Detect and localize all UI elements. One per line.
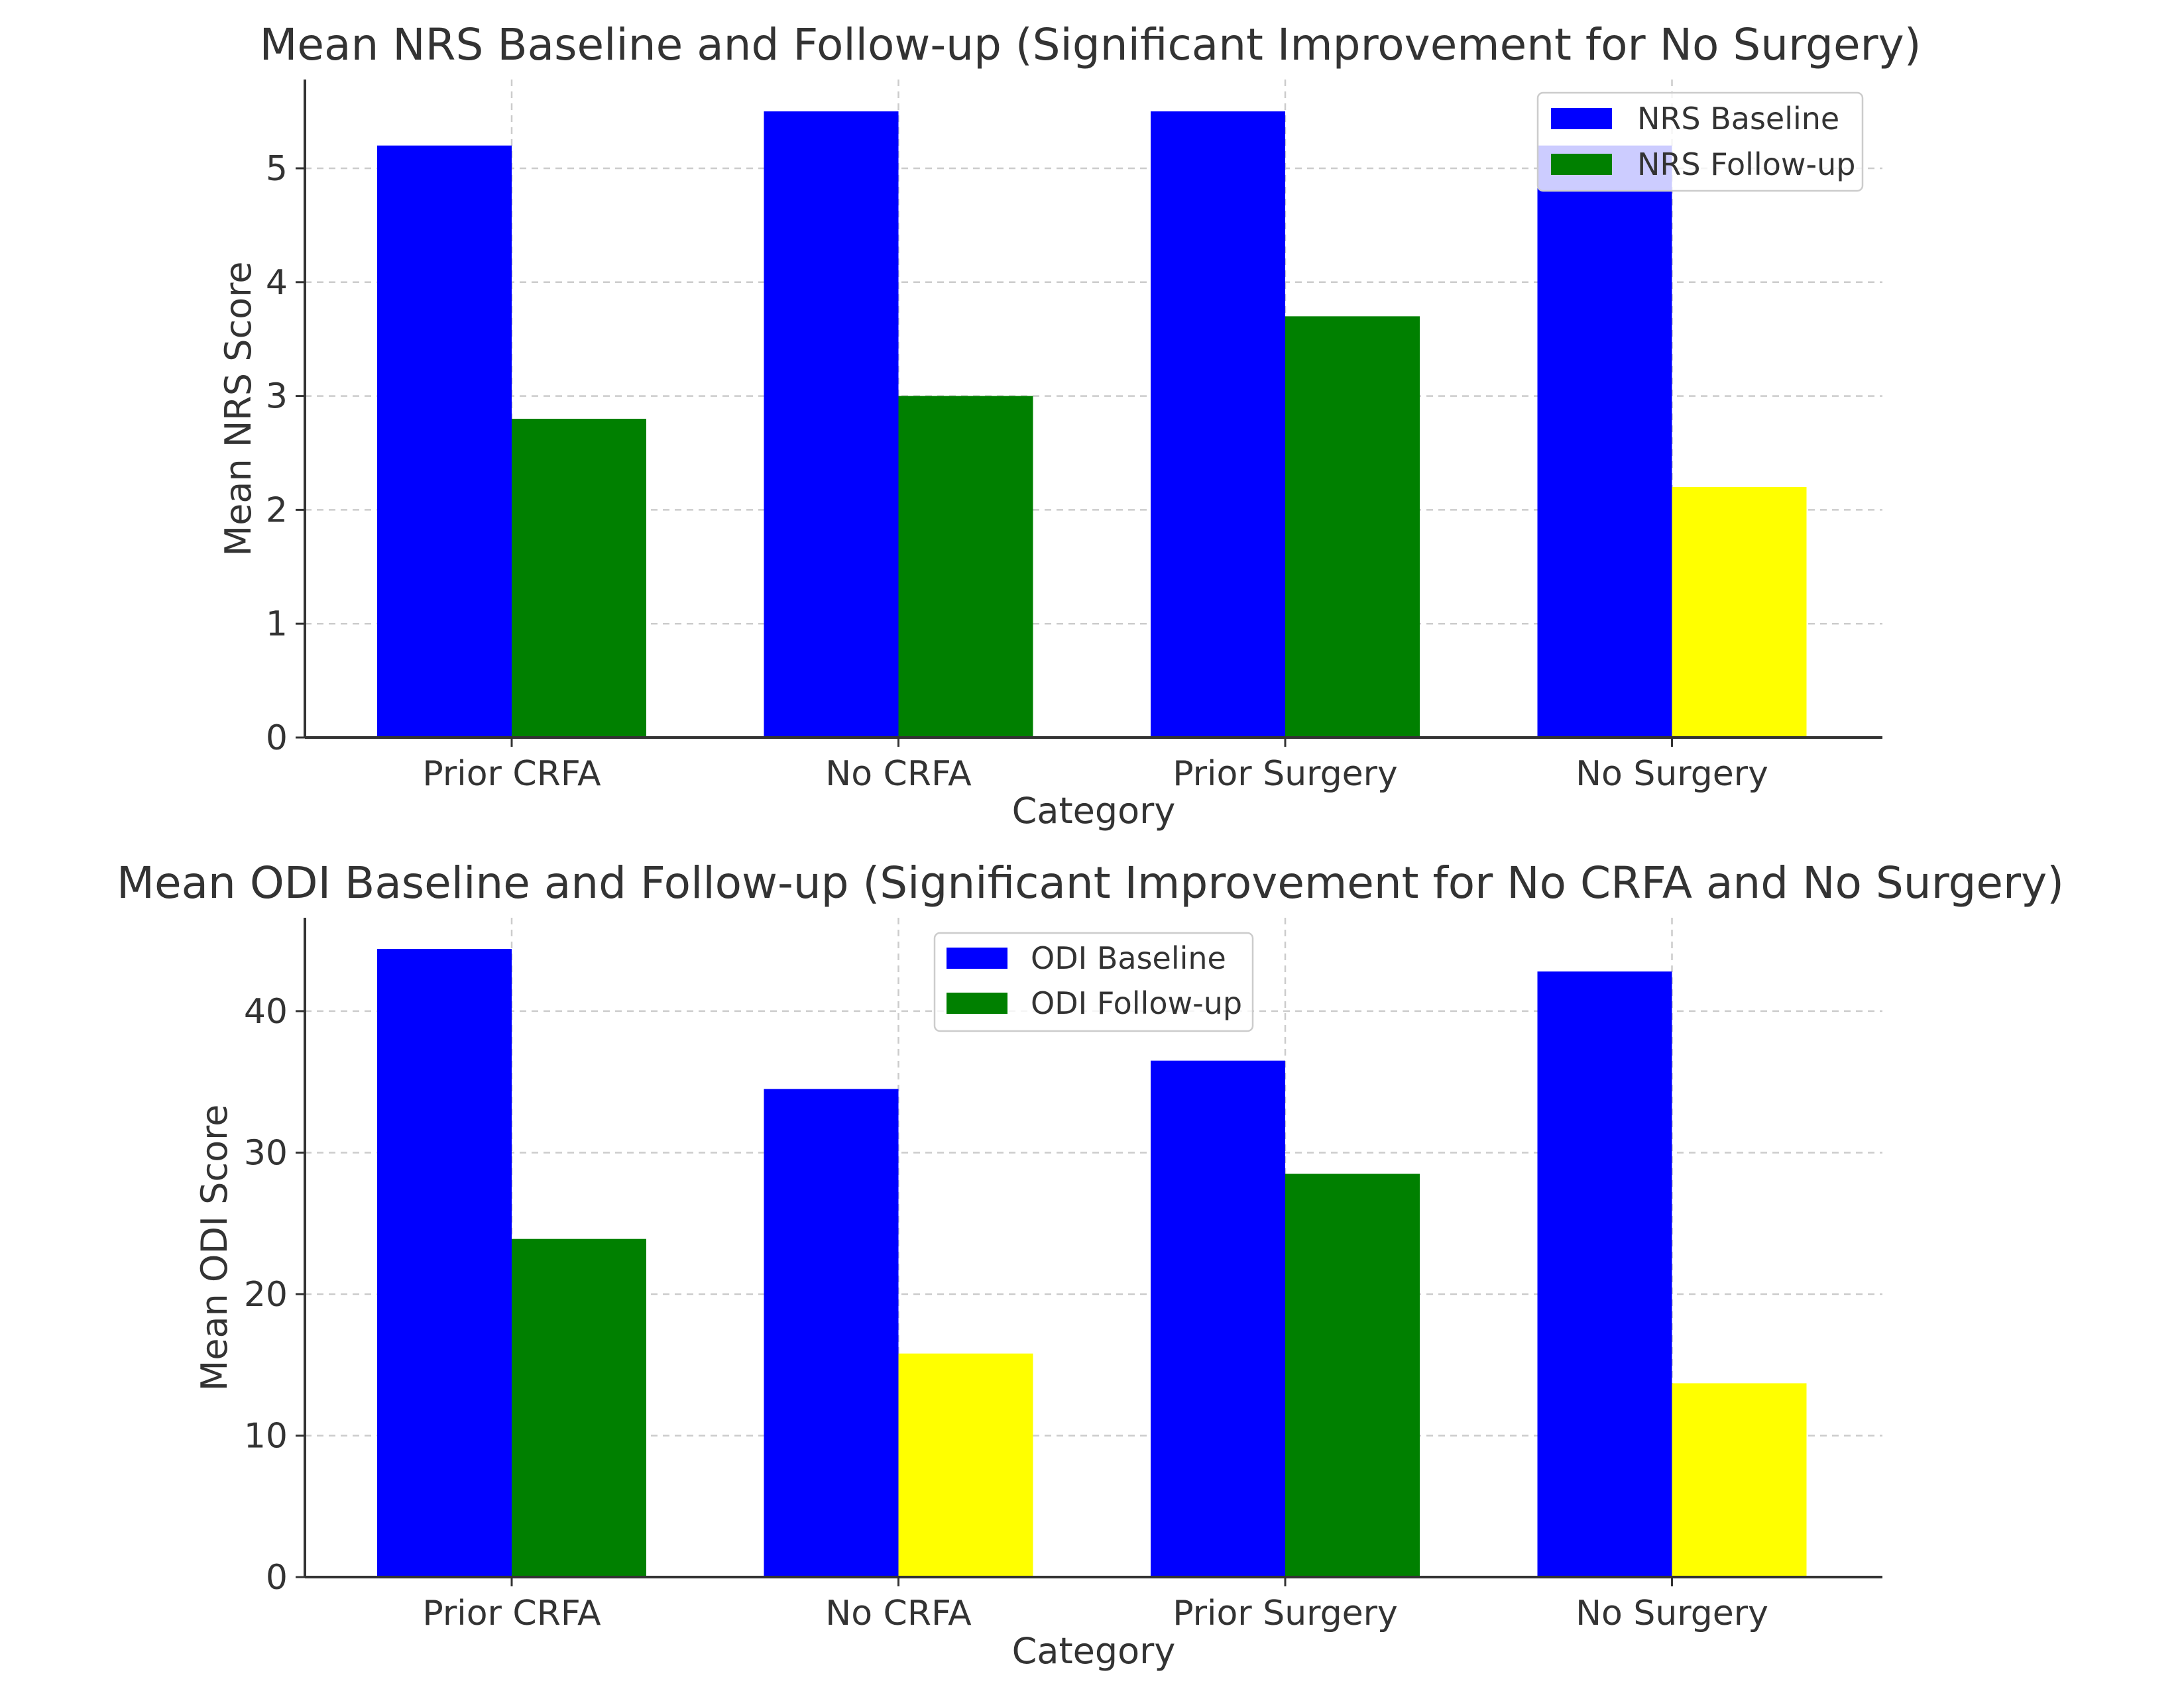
nrs-x-ticks: Prior CRFA No CRFA Prior Surgery No Surgery xyxy=(422,738,1768,794)
odi-chart-title: Mean ODI Baseline and Follow-up (Signifi… xyxy=(117,857,2064,908)
odi-y-ticks: 0 10 20 30 40 xyxy=(244,992,305,1598)
nrs-y-tick-label: 5 xyxy=(266,149,288,189)
nrs-bars xyxy=(377,111,1807,738)
odi-legend-frame xyxy=(933,932,1254,1032)
nrs-bar-nrs-baseline-prior-crfa xyxy=(377,145,512,738)
nrs-legend: NRS Baseline NRS Follow-up xyxy=(1536,91,1864,192)
nrs-x-tick-label-no-surgery: No Surgery xyxy=(1576,754,1768,794)
odi-bar-odi-baseline-prior-surgery xyxy=(1151,1060,1285,1577)
odi-bar-odi-baseline-no-crfa xyxy=(764,1089,899,1577)
nrs-legend-frame xyxy=(1536,91,1864,192)
odi-bar-odi-baseline-no-surgery xyxy=(1537,971,1672,1577)
nrs-bar-nrs-follow-up-prior-surgery xyxy=(1285,316,1420,738)
nrs-y-tick-label: 2 xyxy=(266,490,288,530)
odi-y-tick-label: 10 xyxy=(244,1416,288,1456)
nrs-x-tick-label-prior-crfa: Prior CRFA xyxy=(422,754,601,794)
nrs-y-tick-label: 0 xyxy=(266,718,288,758)
nrs-legend-label-baseline: NRS Baseline xyxy=(1637,101,1839,137)
nrs-chart: Mean NRS Baseline and Follow-up (Signifi… xyxy=(217,19,1922,832)
odi-x-tick-label-prior-crfa: Prior CRFA xyxy=(422,1594,601,1633)
odi-bar-odi-follow-up-no-surgery xyxy=(1672,1383,1807,1577)
nrs-y-tick-label: 4 xyxy=(266,263,288,303)
odi-legend-swatch-baseline xyxy=(947,948,1007,969)
odi-bar-odi-baseline-prior-crfa xyxy=(377,948,512,1577)
nrs-y-ticks: 0 1 2 3 4 5 xyxy=(266,149,305,758)
nrs-x-tick-label-prior-surgery: Prior Surgery xyxy=(1173,754,1398,794)
nrs-bar-nrs-baseline-prior-surgery xyxy=(1151,111,1285,738)
nrs-bar-nrs-baseline-no-surgery xyxy=(1537,145,1672,738)
odi-y-axis-label: Mean ODI Score xyxy=(194,1105,235,1392)
nrs-x-tick-label-no-crfa: No CRFA xyxy=(825,754,972,794)
odi-x-tick-label-no-surgery: No Surgery xyxy=(1576,1594,1768,1633)
odi-legend-label-baseline: ODI Baseline xyxy=(1031,940,1226,976)
odi-bars xyxy=(377,948,1807,1577)
odi-bar-odi-follow-up-no-crfa xyxy=(898,1353,1033,1577)
odi-x-tick-label-no-crfa: No CRFA xyxy=(825,1594,972,1633)
odi-legend-swatch-followup xyxy=(947,993,1007,1014)
nrs-legend-swatch-baseline xyxy=(1551,108,1612,129)
odi-axes xyxy=(304,918,1882,1578)
odi-x-axis-label: Category xyxy=(1012,1630,1176,1672)
nrs-axes xyxy=(304,80,1882,739)
odi-bar-odi-follow-up-prior-surgery xyxy=(1285,1174,1420,1577)
odi-bar-odi-follow-up-prior-crfa xyxy=(512,1238,646,1577)
nrs-chart-title: Mean NRS Baseline and Follow-up (Signifi… xyxy=(259,19,1921,70)
odi-y-tick-label: 0 xyxy=(266,1558,288,1598)
nrs-bar-nrs-follow-up-no-surgery xyxy=(1672,487,1807,738)
nrs-legend-swatch-followup xyxy=(1551,154,1612,175)
nrs-bar-nrs-follow-up-prior-crfa xyxy=(512,418,646,738)
odi-x-ticks: Prior CRFA No CRFA Prior Surgery No Surgery xyxy=(422,1577,1768,1633)
nrs-bar-nrs-baseline-no-crfa xyxy=(764,111,899,738)
nrs-bar-nrs-follow-up-no-crfa xyxy=(898,396,1033,738)
nrs-legend-label-followup: NRS Follow-up xyxy=(1637,146,1855,182)
odi-legend: ODI Baseline ODI Follow-up xyxy=(933,932,1254,1032)
nrs-y-tick-label: 1 xyxy=(266,604,288,644)
odi-y-tick-label: 40 xyxy=(244,992,288,1032)
odi-y-tick-label: 30 xyxy=(244,1133,288,1173)
odi-x-tick-label-prior-surgery: Prior Surgery xyxy=(1173,1594,1398,1633)
odi-chart: Mean ODI Baseline and Follow-up (Signifi… xyxy=(117,857,2064,1672)
odi-y-tick-label: 20 xyxy=(244,1275,288,1315)
nrs-y-tick-label: 3 xyxy=(266,377,288,417)
odi-legend-label-followup: ODI Follow-up xyxy=(1031,985,1242,1021)
nrs-y-axis-label: Mean NRS Score xyxy=(217,262,259,557)
nrs-x-axis-label: Category xyxy=(1012,790,1176,832)
